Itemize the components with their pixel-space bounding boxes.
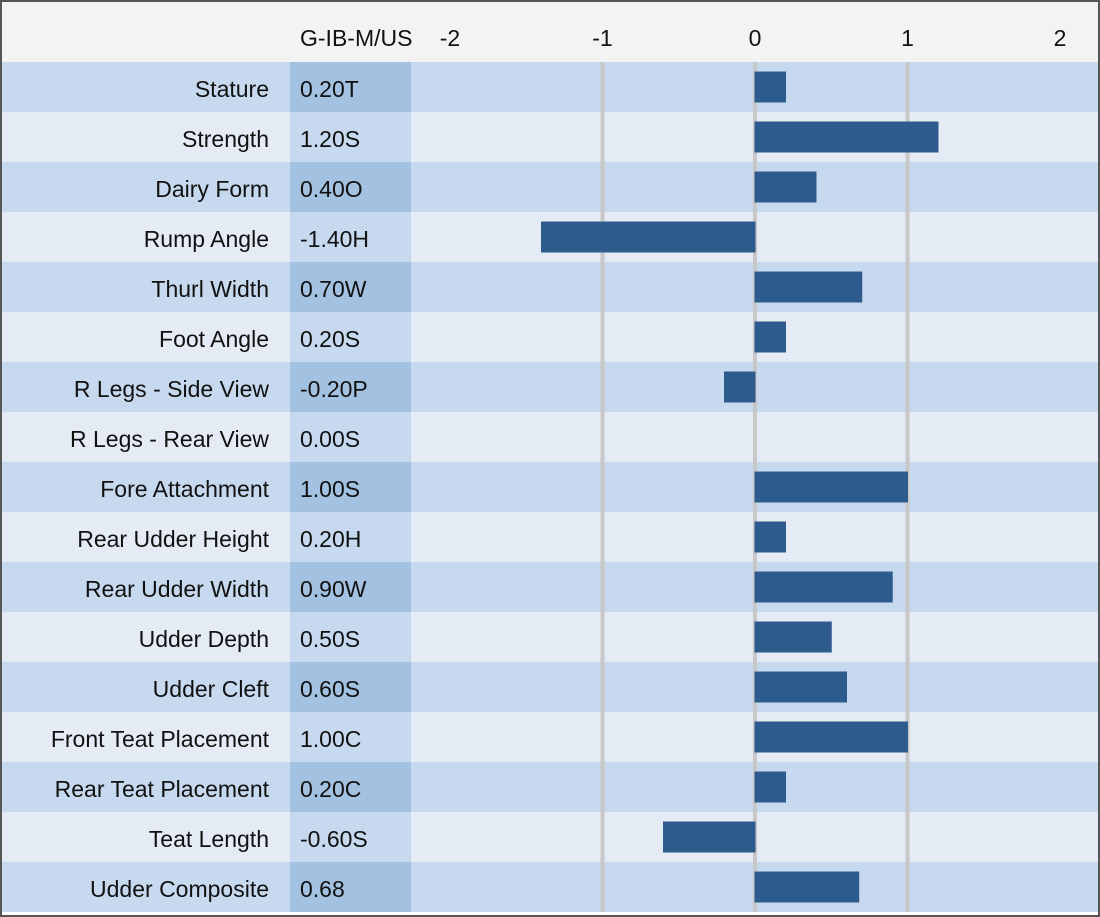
bar: [754, 71, 786, 103]
row-background: [0, 862, 1100, 912]
value-cell: [290, 812, 411, 862]
column-header: G-IB-M/US: [300, 25, 412, 51]
category-label: Teat Length: [149, 826, 269, 852]
value-label: 0.40O: [300, 176, 363, 202]
row-background: [0, 312, 1100, 362]
header-background: [0, 0, 1100, 62]
row-background: [0, 362, 1100, 412]
value-label: -0.60S: [300, 826, 368, 852]
bar: [754, 321, 786, 353]
row-background: [0, 412, 1100, 462]
value-label: 1.20S: [300, 126, 360, 152]
value-label: 0.20H: [300, 526, 361, 552]
category-label: Dairy Form: [155, 176, 269, 202]
category-label: Fore Attachment: [100, 476, 269, 502]
row-background: [0, 562, 1100, 612]
category-label: Rear Teat Placement: [55, 776, 270, 802]
bar: [754, 171, 817, 203]
value-label: 0.90W: [300, 576, 367, 602]
value-label: 1.00C: [300, 726, 361, 752]
bar: [754, 471, 908, 503]
row-background: [0, 762, 1100, 812]
value-cell: [290, 262, 411, 312]
row-background: [0, 662, 1100, 712]
value-label: -1.40H: [300, 226, 369, 252]
x-tick-label: -2: [440, 25, 460, 51]
value-cell: [290, 412, 411, 462]
category-label: Udder Depth: [139, 626, 269, 652]
value-label: 0.60S: [300, 676, 360, 702]
value-cell: [290, 312, 411, 362]
value-cell: [290, 662, 411, 712]
value-cell: [290, 112, 411, 162]
category-label: Front Teat Placement: [51, 726, 270, 752]
value-label: 0.50S: [300, 626, 360, 652]
row-background: [0, 612, 1100, 662]
value-label: 0.20T: [300, 76, 359, 102]
bar: [754, 621, 832, 653]
row-background: [0, 162, 1100, 212]
value-label: 0.70W: [300, 276, 367, 302]
row-background: [0, 712, 1100, 762]
value-label: 1.00S: [300, 476, 360, 502]
bar: [754, 271, 863, 303]
bar: [754, 721, 908, 753]
bar: [754, 121, 939, 153]
bar: [754, 871, 860, 903]
row-background: [0, 512, 1100, 562]
value-cell: [290, 612, 411, 662]
value-cell: [290, 212, 411, 262]
category-label: Thurl Width: [151, 276, 269, 302]
category-label: Rear Udder Width: [85, 576, 269, 602]
value-label: 0.20S: [300, 326, 360, 352]
value-cell: [290, 462, 411, 512]
row-background: [0, 812, 1100, 862]
bar: [541, 221, 756, 253]
value-label: 0.68: [300, 876, 345, 902]
value-label: -0.20P: [300, 376, 368, 402]
category-label: Udder Cleft: [153, 676, 270, 702]
row-background: [0, 462, 1100, 512]
bar: [754, 671, 847, 703]
category-label: Rear Udder Height: [77, 526, 269, 552]
value-cell: [290, 362, 411, 412]
row-background: [0, 262, 1100, 312]
x-tick-label: 2: [1054, 25, 1067, 51]
value-cell: [290, 62, 411, 112]
value-label: 0.00S: [300, 426, 360, 452]
value-cell: [290, 762, 411, 812]
bar: [754, 521, 786, 553]
value-label: 0.20C: [300, 776, 361, 802]
category-label: R Legs - Side View: [74, 376, 270, 402]
value-cell: [290, 712, 411, 762]
category-label: Strength: [182, 126, 269, 152]
value-cell: [290, 862, 411, 912]
category-label: Rump Angle: [144, 226, 269, 252]
bar: [663, 821, 756, 853]
x-tick-label: 1: [901, 25, 914, 51]
category-label: Foot Angle: [159, 326, 269, 352]
value-cell: [290, 162, 411, 212]
value-cell: [290, 512, 411, 562]
value-cell: [290, 562, 411, 612]
category-label: Stature: [195, 76, 269, 102]
bar: [724, 371, 756, 403]
category-label: R Legs - Rear View: [70, 426, 269, 452]
category-label: Udder Composite: [90, 876, 269, 902]
bar: [754, 771, 786, 803]
bar: [754, 571, 893, 603]
row-background: [0, 62, 1100, 112]
x-tick-label: 0: [749, 25, 762, 51]
x-tick-label: -1: [592, 25, 612, 51]
